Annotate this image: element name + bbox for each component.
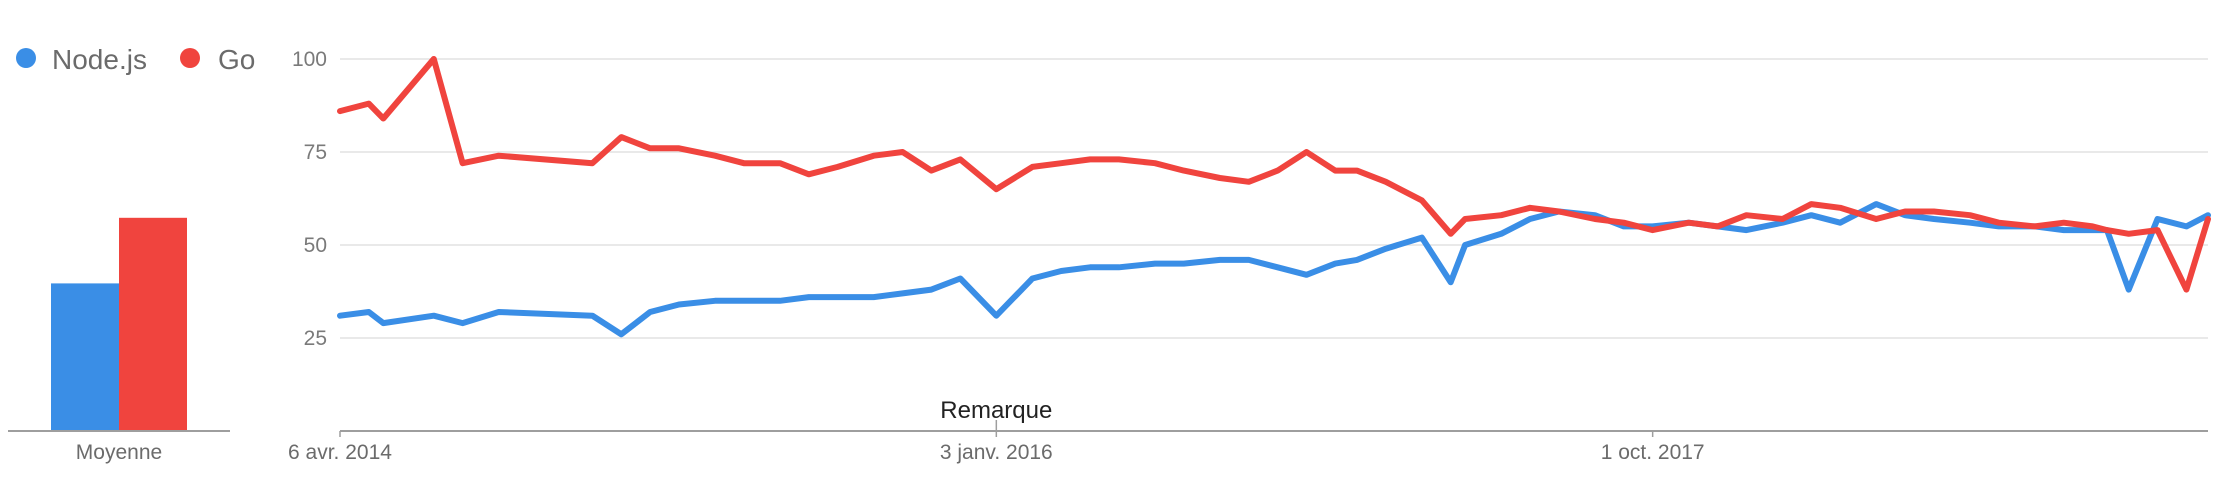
legend-dot-go [180,48,200,68]
bar-average-node-js[interactable] [51,283,119,431]
x-tick-label: 6 avr. 2014 [288,441,392,464]
line-series-node-js[interactable] [337,201,2211,338]
bar-category-label: Moyenne [76,441,162,464]
y-tick-label: 25 [304,327,327,350]
y-axis-ticks: 100 75 50 25 [292,48,327,350]
gridlines [340,58,2208,432]
y-tick-label: 50 [304,234,327,257]
legend-label-go: Go [218,44,255,75]
legend-label-node-js: Node.js [52,44,147,75]
y-tick-label: 75 [304,141,327,164]
legend[interactable]: Node.js Go [16,44,255,75]
legend-item-go[interactable]: Go [180,44,255,75]
x-tick-label: 3 janv. 2016 [940,441,1053,464]
legend-item-node-js[interactable]: Node.js [16,44,147,75]
line-series-go[interactable] [337,56,2211,293]
bar-average-go[interactable] [119,217,187,431]
x-tick-label: 1 oct. 2017 [1601,441,1705,464]
legend-dot-node-js [16,48,36,68]
average-bar-chart: Moyenne [8,217,230,464]
annotation-group[interactable]: Remarque [940,397,1052,431]
annotation-label[interactable]: Remarque [940,397,1052,424]
x-axis-ticks: 6 avr. 2014 3 janv. 2016 1 oct. 2017 [288,431,1705,464]
series-lines[interactable] [337,56,2211,338]
y-tick-label: 100 [292,48,327,71]
